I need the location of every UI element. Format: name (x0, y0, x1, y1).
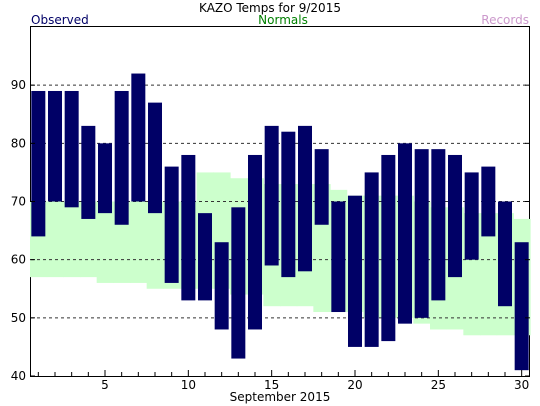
observed-bar-day-30 (514, 242, 529, 371)
normal-range-day-8 (146, 201, 164, 289)
observed-bar-day-26 (448, 154, 462, 278)
observed-bar-day-12 (214, 242, 229, 330)
normal-range-day-3 (63, 201, 81, 278)
normal-range-day-7 (130, 201, 148, 283)
observed-bar-day-17 (298, 125, 312, 272)
y-tick-label-70: 70 (11, 195, 26, 209)
x-tick-label-30: 30 (514, 378, 529, 392)
y-tick-label-80: 80 (11, 136, 26, 150)
grid-lines (31, 84, 529, 319)
chart-title: KAZO Temps for 9/2015 (199, 1, 341, 15)
observed-bar-day-9 (164, 166, 179, 283)
observed-bar-day-23 (398, 143, 412, 324)
observed-bar-day-20 (348, 195, 362, 347)
observed-bar-day-4 (81, 125, 96, 219)
x-tick-label-20: 20 (347, 378, 362, 392)
observed-bar-day-28 (481, 166, 496, 237)
normal-range-day-4 (80, 201, 98, 278)
observed-bar-day-16 (281, 131, 296, 278)
y-tick-label-50: 50 (11, 311, 26, 325)
observed-bar-day-5 (98, 143, 112, 214)
y-tick-label-40: 40 (11, 369, 26, 383)
x-tick-label-15: 15 (264, 378, 279, 392)
observed-bar-day-21 (364, 172, 379, 347)
observed-bar-day-15 (264, 125, 279, 266)
observed-bar-day-6 (114, 90, 129, 225)
observed-bar-day-25 (431, 149, 446, 301)
observed-bar-day-10 (181, 154, 196, 301)
observed-bar-day-3 (64, 90, 79, 208)
y-tick-label-90: 90 (11, 78, 26, 92)
normal-range-day-28 (480, 213, 498, 336)
normal-range-day-5 (96, 201, 114, 283)
observed-bar-day-14 (248, 154, 262, 330)
observed-bar-day-2 (48, 90, 62, 202)
legend-records: Records (481, 13, 529, 27)
observed-bar-day-1 (31, 90, 46, 237)
observed-bar-day-11 (198, 213, 212, 301)
observed-bar-day-7 (131, 73, 146, 202)
x-axis-label: September 2015 (230, 390, 331, 404)
normal-range-day-2 (46, 201, 64, 278)
legend-normals: Normals (258, 13, 308, 27)
observed-bar-day-22 (381, 154, 396, 342)
legend-observed: Observed (31, 13, 89, 27)
observed-bar-day-27 (464, 172, 479, 260)
observed-bar-day-29 (498, 201, 512, 307)
observed-bar-day-8 (148, 102, 162, 214)
x-tick-label-5: 5 (101, 378, 109, 392)
y-tick-label-60: 60 (11, 253, 26, 267)
observed-bars (31, 73, 529, 371)
observed-bar-day-24 (414, 149, 429, 318)
axes: 40 50 60 70 80 90 5 10 15 20 25 30 (11, 78, 530, 392)
observed-bar-day-13 (231, 207, 246, 359)
observed-bar-day-19 (331, 201, 346, 313)
observed-bar-day-18 (314, 149, 329, 225)
x-tick-label-10: 10 (181, 378, 196, 392)
x-tick-label-25: 25 (431, 378, 446, 392)
